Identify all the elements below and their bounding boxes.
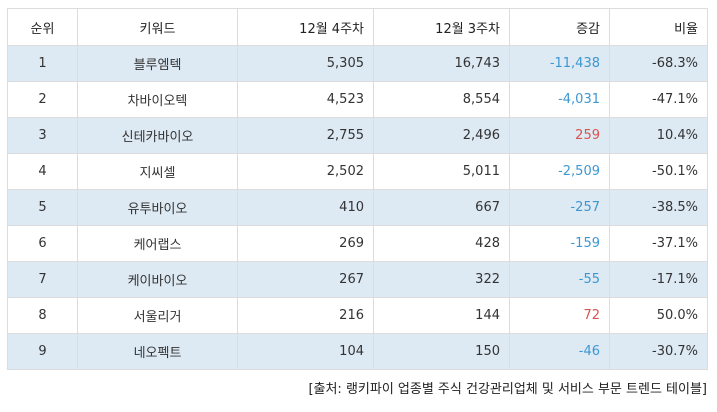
week3-cell: 5,011 [373, 153, 510, 190]
keyword-cell: 신테카바이오 [77, 117, 238, 154]
keyword-ranking-table: 순위 키워드 12월 4주차 12월 3주차 증감 비율 1 블루엠텍 5,305 1… [7, 8, 708, 370]
change-cell: -46 [509, 333, 610, 370]
table-row: 5 유투바이오 410 667 -257 -38.5% [7, 189, 708, 226]
table-row: 6 케어랩스 269 428 -159 -37.1% [7, 225, 708, 262]
week4-cell: 4,523 [237, 81, 374, 118]
change-cell: -55 [509, 261, 610, 298]
week3-cell: 667 [373, 189, 510, 226]
table-row: 3 신테카바이오 2,755 2,496 259 10.4% [7, 117, 708, 154]
week3-cell: 150 [373, 333, 510, 370]
rank-cell: 9 [7, 333, 78, 370]
header-rank: 순위 [7, 8, 78, 46]
week3-cell: 8,554 [373, 81, 510, 118]
week4-cell: 5,305 [237, 45, 374, 82]
header-change: 증감 [509, 8, 610, 46]
week3-cell: 16,743 [373, 45, 510, 82]
keyword-cell: 네오펙트 [77, 333, 238, 370]
week3-cell: 2,496 [373, 117, 510, 154]
rank-cell: 3 [7, 117, 78, 154]
week3-cell: 428 [373, 225, 510, 262]
keyword-cell: 유투바이오 [77, 189, 238, 226]
week4-cell: 2,755 [237, 117, 374, 154]
keyword-cell: 케이바이오 [77, 261, 238, 298]
keyword-cell: 블루엠텍 [77, 45, 238, 82]
source-caption: [출처: 랭키파이 업종별 주식 건강관리업체 및 서비스 부문 트렌드 테이블… [308, 382, 707, 397]
change-cell: -4,031 [509, 81, 610, 118]
keyword-cell: 지씨셀 [77, 153, 238, 190]
table-row: 7 케이바이오 267 322 -55 -17.1% [7, 261, 708, 298]
ratio-cell: -17.1% [609, 261, 708, 298]
week4-cell: 269 [237, 225, 374, 262]
ratio-cell: -50.1% [609, 153, 708, 190]
week3-cell: 144 [373, 297, 510, 334]
ratio-cell: 10.4% [609, 117, 708, 154]
week4-cell: 267 [237, 261, 374, 298]
header-keyword: 키워드 [77, 8, 238, 46]
rank-cell: 2 [7, 81, 78, 118]
week4-cell: 216 [237, 297, 374, 334]
table-row: 1 블루엠텍 5,305 16,743 -11,438 -68.3% [7, 45, 708, 82]
rank-cell: 4 [7, 153, 78, 190]
table-row: 8 서울리거 216 144 72 50.0% [7, 297, 708, 334]
keyword-cell: 서울리거 [77, 297, 238, 334]
ratio-cell: -47.1% [609, 81, 708, 118]
change-cell: -11,438 [509, 45, 610, 82]
header-ratio: 비율 [609, 8, 708, 46]
table-header-row: 순위 키워드 12월 4주차 12월 3주차 증감 비율 [7, 8, 708, 46]
rank-cell: 7 [7, 261, 78, 298]
ratio-cell: 50.0% [609, 297, 708, 334]
table-row: 2 차바이오텍 4,523 8,554 -4,031 -47.1% [7, 81, 708, 118]
ratio-cell: -68.3% [609, 45, 708, 82]
change-cell: 259 [509, 117, 610, 154]
keyword-cell: 차바이오텍 [77, 81, 238, 118]
change-cell: -159 [509, 225, 610, 262]
rank-cell: 8 [7, 297, 78, 334]
week3-cell: 322 [373, 261, 510, 298]
table-body: 1 블루엠텍 5,305 16,743 -11,438 -68.3% 2 차바이오텍 4,523… [7, 45, 708, 370]
change-cell: 72 [509, 297, 610, 334]
ratio-cell: -38.5% [609, 189, 708, 226]
ratio-cell: -37.1% [609, 225, 708, 262]
ratio-cell: -30.7% [609, 333, 708, 370]
header-week4: 12월 4주차 [237, 8, 374, 46]
table-row: 4 지씨셀 2,502 5,011 -2,509 -50.1% [7, 153, 708, 190]
table-row: 9 네오펙트 104 150 -46 -30.7% [7, 333, 708, 370]
change-cell: -2,509 [509, 153, 610, 190]
rank-cell: 5 [7, 189, 78, 226]
change-cell: -257 [509, 189, 610, 226]
keyword-cell: 케어랩스 [77, 225, 238, 262]
rank-cell: 1 [7, 45, 78, 82]
week4-cell: 410 [237, 189, 374, 226]
week4-cell: 104 [237, 333, 374, 370]
week4-cell: 2,502 [237, 153, 374, 190]
rank-cell: 6 [7, 225, 78, 262]
header-week3: 12월 3주차 [373, 8, 510, 46]
